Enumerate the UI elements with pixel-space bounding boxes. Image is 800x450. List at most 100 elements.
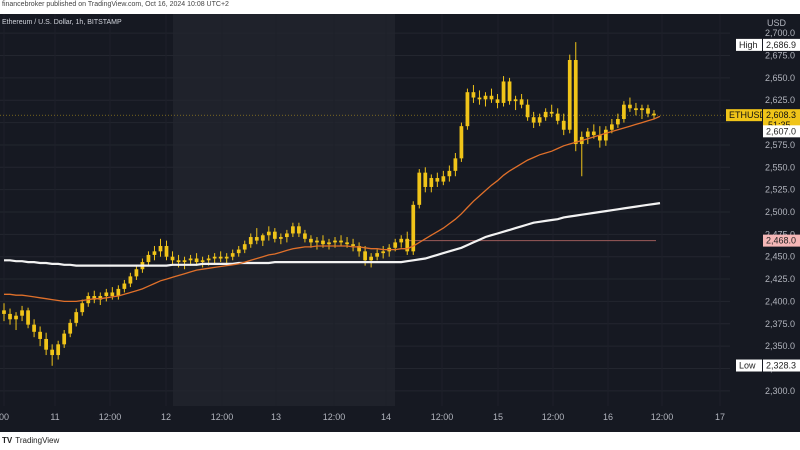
candle-body	[483, 95, 488, 100]
candle-body	[26, 310, 30, 325]
y-tick-label: 2,475.0	[765, 229, 795, 239]
level-value: 2,468.0	[766, 236, 796, 246]
candle-body	[32, 324, 36, 332]
candle-body	[423, 172, 428, 187]
candle-body	[513, 99, 518, 102]
candle-body	[80, 303, 85, 313]
candle-body	[110, 292, 115, 297]
candle-body	[339, 240, 343, 243]
candle-body	[381, 251, 386, 254]
candle-body	[68, 322, 73, 334]
candle-body	[417, 172, 422, 205]
candle-body	[429, 178, 434, 187]
candle-body	[447, 170, 452, 177]
symbol-label: ETHUSD	[729, 110, 767, 120]
candle-body	[357, 245, 361, 252]
candle-body	[74, 312, 79, 323]
candle-body	[634, 108, 638, 111]
candle-body	[272, 231, 277, 239]
x-tick-label: 12:00	[542, 412, 565, 422]
candle-body	[459, 126, 464, 159]
candle-body	[640, 108, 644, 111]
candle-body	[573, 60, 578, 145]
candle-body	[610, 124, 614, 130]
candle-body	[176, 260, 181, 263]
candle-body	[561, 120, 566, 130]
y-tick-label: 2,350.0	[765, 341, 795, 351]
candle-body	[652, 113, 656, 116]
ma-fast-line	[4, 115, 661, 303]
y-tick-label: 2,450.0	[765, 252, 795, 262]
brand-name: TradingView	[15, 436, 60, 445]
level-label: 2,468.0	[763, 234, 800, 247]
x-tick-label: 13	[271, 412, 281, 422]
candle-body	[242, 244, 247, 250]
candle-body	[188, 258, 193, 261]
candle-body	[2, 310, 6, 314]
candle-body	[224, 256, 229, 259]
candle-body	[309, 238, 313, 243]
highlighted-session	[173, 14, 395, 406]
x-tick-label: 17	[715, 412, 725, 422]
y-tick-label: 2,400.0	[765, 296, 795, 306]
candle-body	[501, 81, 506, 103]
y-tick-label: 2,300.0	[765, 386, 795, 396]
candle-body	[597, 135, 602, 141]
high-label: High 2,686.9	[736, 38, 800, 51]
candle-body	[543, 111, 548, 118]
candle-body	[303, 233, 307, 239]
candle-body	[20, 310, 24, 316]
candle-body	[616, 119, 620, 125]
ma-fast-value: 2,607.0	[766, 126, 796, 136]
x-tick-label: 15	[493, 412, 503, 422]
candle-body	[405, 238, 410, 252]
candle-body	[206, 258, 211, 261]
candle-body	[291, 226, 295, 234]
chart-title: Ethereum / U.S. Dollar, 1h, BITSTAMP	[2, 19, 122, 26]
candle-body	[393, 242, 398, 248]
candle-body	[519, 99, 524, 105]
candle-body	[603, 129, 608, 141]
x-tick-label: 12:00	[431, 412, 454, 422]
candle-body	[248, 237, 253, 245]
candle-body	[591, 131, 596, 136]
candle-body	[38, 331, 42, 339]
candle-body	[8, 313, 12, 320]
candle-body	[507, 81, 512, 102]
candle-body	[285, 233, 289, 238]
candle-body	[327, 242, 331, 245]
candle-body	[260, 235, 265, 241]
low-label-value: 2,328.3	[766, 361, 796, 371]
candle-body	[435, 178, 440, 182]
candle-body	[567, 60, 572, 130]
price-chart[interactable]: 2,700.02,675.02,650.02,625.02,600.02,575…	[0, 14, 800, 432]
publisher-bar: financebroker published on TradingView.c…	[0, 0, 800, 14]
candle-body	[236, 249, 241, 254]
candle-body	[537, 117, 542, 123]
candle-body	[375, 253, 380, 257]
candle-body	[56, 344, 61, 356]
published-info: financebroker published on TradingView.c…	[2, 1, 229, 8]
y-tick-label: 2,500.0	[765, 207, 795, 217]
branding-bar: TV TradingView	[0, 432, 800, 450]
candle-body	[182, 260, 187, 263]
candle-body	[128, 276, 133, 284]
candle-body	[555, 113, 560, 121]
y-tick-label: 2,575.0	[765, 140, 795, 150]
last-price-value: 2,608.3	[766, 110, 796, 120]
candle-body	[14, 315, 18, 320]
x-tick-label: 12:00	[651, 412, 674, 422]
candle-body	[622, 104, 626, 120]
y-tick-label: 2,675.0	[765, 51, 795, 61]
candle-body	[495, 99, 500, 103]
tradingview-logo-icon: TV	[2, 436, 13, 445]
x-tick-label: 12:00	[323, 412, 346, 422]
candle-body	[254, 237, 259, 241]
candle-body	[152, 251, 157, 255]
y-tick-label: 2,700.0	[765, 28, 795, 38]
ma-slow-line	[4, 202, 661, 267]
candle-body	[122, 283, 127, 289]
candle-body	[158, 245, 163, 252]
candle-body	[399, 238, 404, 243]
candle-body	[489, 95, 494, 100]
